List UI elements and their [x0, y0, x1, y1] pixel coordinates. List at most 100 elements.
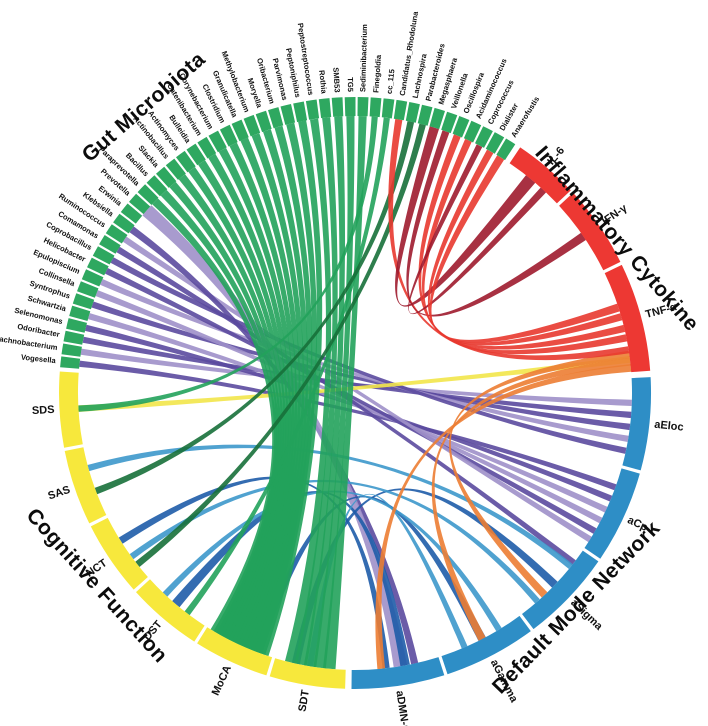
- arc-segment-IFN-γ: [559, 192, 621, 271]
- label-Vogesella: Vogesella: [21, 353, 57, 366]
- chord-Corynebacterium-MoCA: [218, 147, 295, 648]
- arc-segment-Acidaminococcus: [463, 120, 482, 143]
- arc-segment-DST: [136, 579, 205, 642]
- chord-TG5-SDT: [313, 115, 355, 669]
- chord-SMB53-SDT: [303, 116, 346, 668]
- arc-segment-SDT: [269, 658, 346, 689]
- arc-segment-Vogesella: [60, 356, 81, 369]
- arc-segment-cc_115: [381, 98, 395, 119]
- arc-segments: [59, 97, 652, 690]
- label-Odoribacter: Odoribacter: [17, 322, 61, 339]
- label-SAS: SAS: [47, 484, 72, 503]
- arc-segment-IL-6: [509, 147, 571, 204]
- arc-segment-Lachnobacterium: [61, 343, 82, 357]
- chord-Helicobacter-aCp: [105, 268, 597, 534]
- arc-segment-TG5: [344, 97, 356, 117]
- label-cc_115: cc_115: [385, 68, 397, 95]
- arc-segment-Peptoniphilus: [293, 101, 308, 123]
- arc-segment-Selenomonas: [66, 318, 87, 333]
- chord-Peptoniphilus-MoCA: [253, 120, 323, 657]
- arc-segment-Rothia: [318, 98, 332, 119]
- label-Sediminibacterium: Sediminibacterium: [358, 24, 369, 92]
- arc-segment-Comamonas: [99, 235, 121, 254]
- chord-aSigma-SAS: [87, 444, 573, 569]
- arc-segment-SMB53: [331, 97, 344, 117]
- chord-Sediminibacterium-SDT: [323, 116, 367, 670]
- arc-segment-Catenibacterium: [197, 136, 217, 159]
- chord-Comamonas-aSigma: [116, 246, 576, 566]
- label-Finegoldia: Finegoldia: [371, 54, 383, 93]
- arc-segment-aSigma: [522, 550, 599, 630]
- chord-aGamma-SDT: [306, 493, 468, 667]
- arc-segment-Ruminococcus: [105, 224, 128, 244]
- chord-ribbons: [78, 115, 632, 670]
- chord-Ruminococcus-aCp: [122, 236, 592, 543]
- arc-segment-aGamma: [441, 615, 531, 675]
- label-SDT: SDT: [297, 689, 312, 713]
- arc-segment-Candidatus_Rhodoluna: [393, 99, 408, 121]
- chord-aGamma-DST: [162, 490, 502, 632]
- arc-segment-Peptostreptococcus: [305, 99, 320, 120]
- arc-segment-MoCA: [197, 627, 273, 676]
- arc-segment-Coprobacillus: [92, 246, 115, 265]
- label-Rothia: Rothia: [317, 70, 329, 95]
- arc-segment-Megasphaera: [429, 107, 445, 130]
- chord-Selenomonas-aCp: [85, 324, 613, 502]
- arc-segment-Prevotella: [129, 193, 151, 215]
- label-aDMN-pDMN: aDMN-pDMN: [393, 690, 415, 726]
- arc-segment-Klebsiella: [113, 213, 135, 234]
- arc-segment-Veillonella: [441, 111, 458, 134]
- chord-Schwartzia-aCp: [88, 313, 608, 513]
- arc-segment-Finegoldia: [369, 97, 382, 118]
- chord-Collinsella-aCp: [95, 290, 603, 524]
- label-MoCA: MoCA: [210, 664, 234, 698]
- arc-segment-Coprococcus: [475, 126, 493, 148]
- arc-segment-aEloc: [622, 377, 652, 471]
- label-TG5: TG5: [346, 77, 355, 93]
- arc-segment-Odoribacter: [63, 330, 85, 345]
- arc-segment-Oscillospira: [452, 116, 470, 138]
- arc-segment-SAS: [64, 447, 107, 524]
- arc-segment-Oribacterium: [268, 107, 284, 129]
- arc-segment-Anaerofustis: [496, 138, 516, 161]
- arc-segment-aDMN-pDMN: [351, 657, 445, 690]
- arc-segment-TNF-α: [604, 264, 651, 373]
- arc-segment-Epulopiscium: [81, 269, 104, 287]
- label-aEloc: aEloc: [654, 419, 684, 434]
- arc-segment-Lachnospira: [405, 102, 420, 123]
- arc-segment-Methylobacterium: [243, 114, 261, 137]
- arc-segment-Parabacteroides: [417, 104, 433, 126]
- arc-segment-Corynebacterium: [208, 130, 227, 153]
- arc-segment-Bulleidia: [186, 143, 206, 166]
- arc-segment-Schwartzia: [69, 305, 91, 321]
- chord-Lachnobacterium-aEloc: [80, 348, 632, 406]
- arc-segment-Actinomyces: [176, 150, 196, 173]
- arc-segment-NCT: [90, 517, 148, 590]
- arc-segment-Helicobacter: [87, 257, 109, 276]
- chord-Odoribacter-aEloc: [82, 336, 632, 419]
- arc-segment-Bacillus: [146, 175, 168, 197]
- arc-segment-Dialister: [485, 132, 505, 154]
- arc-segment-aCp: [584, 468, 640, 559]
- chord-Anaerofustis-TNF-α: [429, 155, 620, 343]
- arc-segment-Syntrophus: [72, 293, 95, 310]
- arc-segment-Paraprevotella: [137, 184, 159, 205]
- label-SMB53: SMB53: [331, 67, 342, 93]
- arc-segment-Parvimonas: [280, 104, 296, 125]
- arc-segment-SDS: [59, 371, 83, 448]
- arc-segment-Actinobacillus: [165, 158, 186, 180]
- arc-segment-Granulicatella: [231, 119, 249, 142]
- chord-Rothia-SDT: [294, 117, 338, 666]
- chord-SDS-TNF-α: [78, 355, 631, 412]
- arc-segment-Sediminibacterium: [357, 97, 369, 117]
- label-SDS: SDS: [32, 404, 55, 417]
- chord-TNF-α-aSigma: [449, 350, 630, 598]
- arc-segment-Collinsella: [77, 281, 99, 298]
- arc-segment-Moryella: [255, 110, 272, 133]
- arc-segment-Erwinia: [120, 203, 143, 224]
- chord-Syntrophus-aEloc: [91, 301, 631, 431]
- arc-segment-Slackia: [156, 166, 177, 188]
- arc-segment-Clostridium: [219, 124, 238, 147]
